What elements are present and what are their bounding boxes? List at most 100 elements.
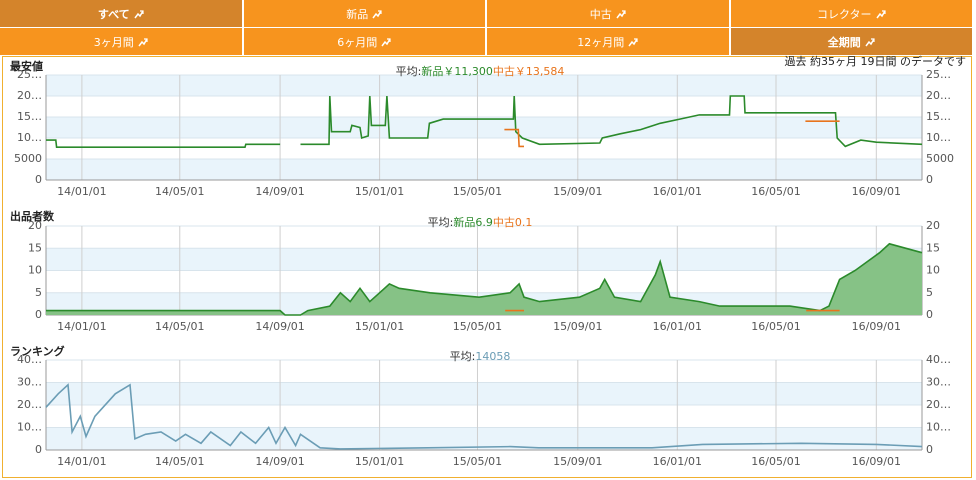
- y-tick-label: 15: [28, 241, 42, 254]
- y2-tick-label: 10: [926, 264, 940, 277]
- chart-icon: [372, 9, 382, 18]
- y-tick-label: 15…: [17, 110, 42, 123]
- tab[interactable]: 6ヶ月間: [243, 28, 485, 55]
- tab-bar: すべて 新品 中古 コレクター 3ヶ月間 6ヶ月間 12ヶ月間 全期間: [0, 0, 972, 56]
- x-tick-label: 14/05/01: [155, 185, 204, 198]
- x-tick-label: 14/01/01: [57, 185, 106, 198]
- tab-label: 中古: [589, 7, 612, 21]
- average-prefix: 平均:: [450, 350, 476, 363]
- y2-tick-label: 5: [926, 286, 933, 299]
- chart-title: ランキング: [10, 344, 65, 358]
- y2-tick-label: 20…: [926, 398, 951, 411]
- band: [46, 159, 922, 180]
- chart-panel: ランキング 0 0 10… 10… 20… 20… 30… 30… 40… 40… 14/01/01 1…: [10, 344, 951, 468]
- y-tick-label: 20…: [17, 398, 42, 411]
- x-tick-label: 14/09/01: [255, 320, 304, 333]
- tab-label: コレクター: [816, 7, 872, 21]
- y2-tick-label: 20: [926, 219, 940, 232]
- average-prefix: 平均:: [396, 65, 422, 78]
- x-tick-label: 16/05/01: [751, 455, 800, 468]
- x-tick-label: 16/09/01: [852, 455, 901, 468]
- series-name: 中古: [493, 65, 515, 78]
- chart-icon: [875, 9, 886, 18]
- y-tick-label: 10: [28, 264, 42, 277]
- y2-tick-label: 30…: [926, 376, 951, 389]
- series-average: ￥13,584: [515, 65, 565, 78]
- y2-tick-label: 0: [926, 173, 933, 186]
- line: [45, 383, 923, 450]
- chart-icon: [865, 37, 875, 46]
- tab[interactable]: 12ヶ月間: [487, 28, 729, 55]
- y2-tick-label: 20…: [926, 89, 951, 102]
- area: [46, 243, 922, 315]
- tab-row: 3ヶ月間 6ヶ月間 12ヶ月間 全期間: [0, 28, 972, 55]
- average-prefix: 平均:: [428, 216, 454, 229]
- tab-label: 3ヶ月間: [93, 35, 134, 49]
- y2-tick-label: 15…: [926, 110, 951, 123]
- y2-tick-label: 5000: [926, 152, 954, 165]
- x-tick-label: 16/09/01: [852, 185, 901, 198]
- y2-tick-label: 10…: [926, 421, 951, 434]
- band: [46, 117, 922, 138]
- y2-tick-label: 0: [926, 308, 933, 321]
- x-tick-label: 16/01/01: [653, 320, 702, 333]
- y2-tick-label: 15: [926, 241, 940, 254]
- y-tick-label: 10…: [17, 421, 42, 434]
- average-legend: 平均:新品￥11,300中古￥13,584: [396, 64, 565, 78]
- y2-tick-label: 25…: [926, 68, 951, 81]
- x-tick-label: 16/09/01: [852, 320, 901, 333]
- x-tick-label: 15/09/01: [553, 185, 602, 198]
- y-tick-label: 10…: [17, 131, 42, 144]
- tab[interactable]: 新品: [243, 0, 485, 27]
- tab-label: 新品: [346, 7, 369, 21]
- x-tick-label: 15/05/01: [453, 455, 502, 468]
- tab[interactable]: すべて: [0, 0, 242, 27]
- chart-panel: 最安値 0 0 5000 5000 10… 10… 15… 15… 20… 20… 25… 25… 14/…: [10, 59, 954, 198]
- tab[interactable]: 中古: [487, 0, 729, 27]
- y2-tick-label: 40…: [926, 353, 951, 366]
- tab-label: すべて: [97, 7, 130, 21]
- tab-label: 6ヶ月間: [337, 35, 378, 49]
- band: [46, 75, 922, 96]
- x-tick-label: 16/05/01: [751, 320, 800, 333]
- chart-icon: [138, 37, 148, 46]
- x-tick-label: 15/09/01: [553, 455, 602, 468]
- chart-icon: [616, 9, 626, 18]
- y-tick-label: 20: [28, 219, 42, 232]
- average-legend: 平均:14058: [450, 350, 511, 363]
- y-tick-label: 20…: [17, 89, 42, 102]
- tab-row: すべて 新品 中古 コレクター: [0, 0, 972, 27]
- series-name: 中古: [493, 216, 515, 229]
- x-tick-label: 14/01/01: [57, 320, 106, 333]
- series-average: 0.1: [515, 216, 533, 229]
- period-note: 過去 約35ヶ月 19日間 のデータです: [785, 54, 966, 68]
- y2-tick-label: 0: [926, 443, 933, 456]
- x-tick-label: 15/01/01: [355, 185, 404, 198]
- average-legend: 平均:新品6.9中古0.1: [428, 215, 533, 229]
- y-tick-label: 40…: [17, 353, 42, 366]
- x-tick-label: 14/05/01: [155, 455, 204, 468]
- chart-title: 出品者数: [10, 209, 55, 223]
- tab-label: 12ヶ月間: [577, 35, 625, 49]
- tab[interactable]: 全期間: [730, 28, 972, 55]
- line: [46, 95, 923, 148]
- tab[interactable]: コレクター: [730, 0, 972, 27]
- y-tick-label: 5000: [14, 152, 42, 165]
- x-tick-label: 16/01/01: [653, 455, 702, 468]
- band: [46, 248, 922, 271]
- x-tick-label: 15/05/01: [453, 320, 502, 333]
- tab[interactable]: 3ヶ月間: [0, 28, 242, 55]
- series-average: 14058: [475, 350, 510, 363]
- series-average: ￥11,300: [443, 65, 493, 78]
- line: [504, 120, 840, 148]
- chart-frame: [2, 56, 972, 478]
- x-tick-label: 14/09/01: [255, 455, 304, 468]
- x-tick-label: 16/05/01: [751, 185, 800, 198]
- x-tick-label: 14/09/01: [255, 185, 304, 198]
- y-tick-label: 25…: [17, 68, 42, 81]
- chart-icon: [381, 37, 391, 46]
- series-name: 新品: [421, 64, 443, 78]
- chart-icon: [134, 9, 144, 18]
